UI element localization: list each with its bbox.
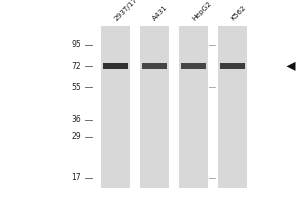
Bar bbox=[220, 63, 245, 69]
Text: 293T/17: 293T/17 bbox=[113, 0, 138, 22]
Text: 36: 36 bbox=[71, 115, 81, 124]
Text: K562: K562 bbox=[230, 5, 247, 22]
Text: HepG2: HepG2 bbox=[191, 0, 213, 22]
Text: 29: 29 bbox=[71, 132, 81, 141]
Polygon shape bbox=[286, 62, 296, 71]
Text: 72: 72 bbox=[71, 62, 81, 71]
Text: 55: 55 bbox=[71, 83, 81, 92]
Bar bbox=[179, 26, 208, 188]
Bar bbox=[142, 63, 167, 69]
Bar bbox=[140, 26, 169, 188]
Bar bbox=[101, 26, 130, 188]
Text: 17: 17 bbox=[71, 173, 81, 182]
Text: A431: A431 bbox=[152, 4, 169, 22]
Text: 95: 95 bbox=[71, 40, 81, 49]
Bar bbox=[103, 63, 128, 69]
Bar bbox=[181, 63, 206, 69]
Bar bbox=[218, 26, 247, 188]
